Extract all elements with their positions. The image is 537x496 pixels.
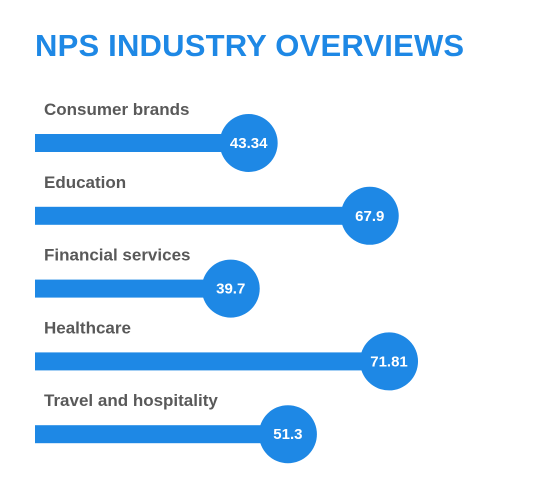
value-bubble xyxy=(219,114,278,172)
value-bubble xyxy=(201,259,260,318)
value-label: 67.9 xyxy=(355,208,384,225)
category-label: Travel and hospitality xyxy=(44,391,218,410)
bar xyxy=(35,352,390,371)
value-bubble xyxy=(360,332,419,391)
category-label: Healthcare xyxy=(44,318,131,337)
category-label: Financial services xyxy=(44,246,190,265)
bar-group: Education 67.9 xyxy=(35,173,399,245)
value-bubble xyxy=(258,405,317,464)
value-label: 39.7 xyxy=(216,281,245,298)
bar xyxy=(35,134,249,152)
value-label: 43.34 xyxy=(230,135,268,152)
bar xyxy=(35,279,231,298)
bar-group: Healthcare 71.81 xyxy=(35,318,419,391)
bar-group: Consumer brands 43.34 xyxy=(35,100,278,172)
chart-title: NPS INDUSTRY OVERVIEWS xyxy=(35,28,465,63)
bar xyxy=(35,206,370,225)
value-bubble xyxy=(340,186,399,245)
category-label: Education xyxy=(44,173,126,192)
value-label: 51.3 xyxy=(273,426,302,443)
value-label: 71.81 xyxy=(370,353,408,370)
category-label: Consumer brands xyxy=(44,100,189,119)
bar-group: Financial services 39.7 xyxy=(35,246,260,318)
bar xyxy=(35,425,288,444)
bar-group: Travel and hospitality 51.3 xyxy=(35,391,317,464)
